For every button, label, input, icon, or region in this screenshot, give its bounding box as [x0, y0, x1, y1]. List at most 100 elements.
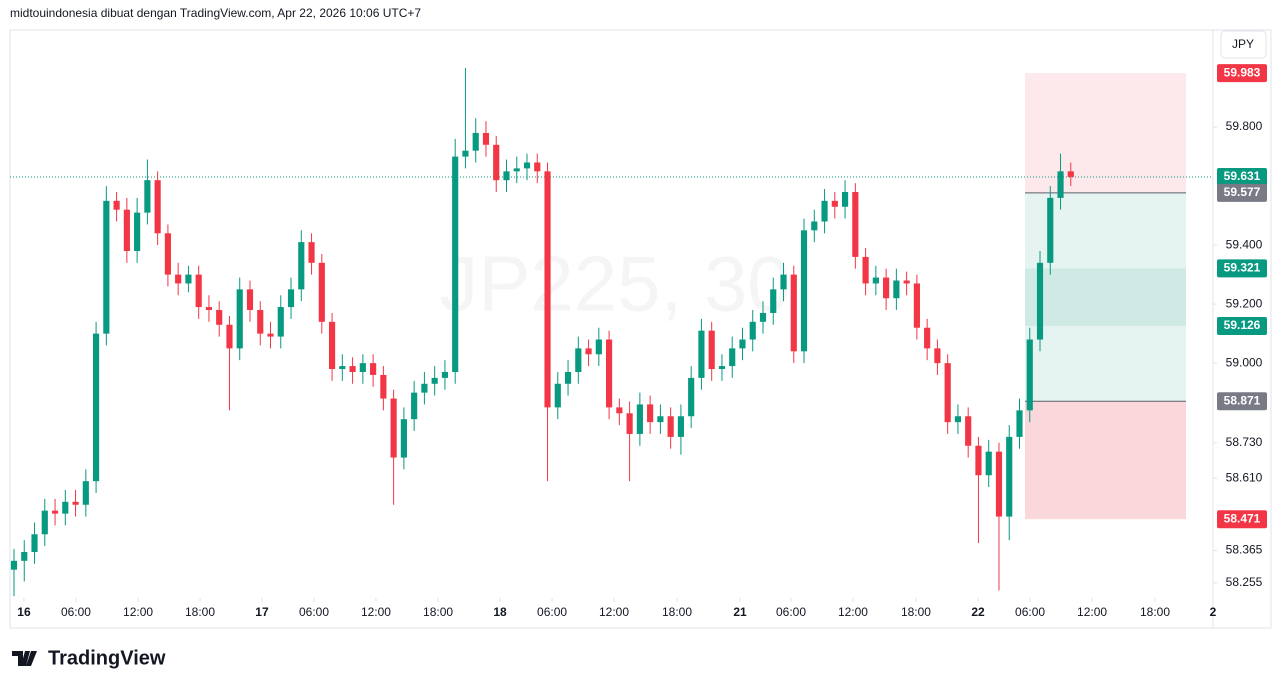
candle-body: [1006, 436, 1013, 517]
price-label: 59.126: [1224, 318, 1261, 332]
candle-body: [298, 242, 305, 290]
currency-button[interactable]: [1220, 30, 1267, 59]
candle-body: [164, 233, 171, 275]
candle-body: [616, 407, 623, 414]
candle-body: [226, 324, 233, 349]
candle-body: [800, 230, 808, 352]
candle-body: [411, 392, 418, 420]
candle-body: [606, 339, 613, 408]
candle-body: [688, 377, 695, 417]
candle-body: [93, 333, 100, 482]
candle-body: [944, 363, 951, 423]
candle-body: [903, 280, 910, 284]
candle-body: [267, 333, 274, 337]
candle-body: [667, 416, 674, 437]
candle-body: [534, 162, 541, 172]
price-label-box: [1217, 64, 1267, 83]
x-tick-label: 12:00: [599, 605, 629, 619]
candle-body: [113, 200, 120, 210]
candle-body: [770, 289, 777, 313]
candle-body: [82, 481, 89, 505]
candle-body: [21, 551, 28, 561]
candle-body: [585, 348, 592, 355]
candle-body: [216, 310, 223, 325]
zone: [1025, 401, 1186, 520]
candle-body: [1067, 171, 1074, 177]
candle-body: [339, 366, 346, 370]
candle-body: [493, 144, 500, 181]
x-tick-label: 16: [17, 605, 31, 619]
y-tick-label: 58.730: [1226, 435, 1263, 449]
candle-body: [759, 312, 767, 322]
watermark: JP225, 30: [439, 240, 790, 328]
zone: [1025, 268, 1186, 326]
candle-body: [821, 200, 828, 222]
candle-body: [718, 366, 726, 370]
candle-body: [72, 501, 79, 505]
candle-body: [636, 404, 643, 434]
brand[interactable]: TradingView: [48, 647, 166, 669]
candle-body: [134, 212, 141, 252]
candle-body: [831, 200, 838, 207]
candle-body: [985, 451, 992, 476]
candle-body: [841, 191, 849, 207]
candle-body: [544, 171, 551, 408]
candle-body: [1047, 197, 1054, 263]
candle-body: [513, 168, 520, 172]
x-tick-label: 22: [971, 605, 985, 619]
logo-icon[interactable]: [12, 651, 37, 666]
candle-body: [359, 363, 366, 372]
x-tick-label: 06:00: [299, 605, 329, 619]
y-tick-label: 59.000: [1226, 355, 1263, 369]
candle-body: [924, 327, 931, 349]
candle-body: [462, 150, 469, 157]
candle-body: [883, 277, 890, 299]
x-tick-label: 18:00: [662, 605, 692, 619]
chart-frame: [9, 29, 1272, 629]
price-label-box: [1217, 510, 1267, 529]
candle-body: [318, 262, 325, 322]
candle-body: [370, 363, 377, 375]
candle-body: [62, 501, 69, 514]
candle-body: [144, 180, 151, 213]
candle-body: [287, 289, 295, 308]
candle-body: [390, 398, 397, 458]
candle-body: [308, 242, 315, 263]
x-tick-label: 12:00: [1077, 605, 1107, 619]
candle-body: [698, 330, 705, 378]
candle-body: [51, 510, 59, 514]
candle-body: [31, 534, 38, 552]
candle-body: [1026, 339, 1033, 411]
candle-body: [780, 274, 787, 290]
candle-body: [452, 156, 459, 372]
candle-body: [103, 200, 110, 334]
zone: [1025, 73, 1186, 193]
candle-body: [626, 413, 633, 434]
candle-body: [1057, 171, 1064, 198]
candle-body: [523, 162, 531, 169]
x-tick-label: 06:00: [61, 605, 91, 619]
candle-body: [277, 307, 284, 337]
candle-body: [739, 339, 746, 349]
currency-label[interactable]: JPY: [1232, 37, 1254, 51]
candle-body: [503, 171, 510, 181]
x-tick-label: 12:00: [123, 605, 153, 619]
candle-body: [421, 383, 428, 393]
x-tick-label: 21: [733, 605, 747, 619]
logo[interactable]: TradingView: [12, 647, 166, 669]
plot: 59.800 59.400 59.200 59.000 58.730 58.610 58.3…: [10, 64, 1267, 619]
candle-body: [893, 280, 900, 299]
candle-body: [852, 191, 859, 257]
candle-body: [965, 416, 972, 446]
candle-body: [195, 274, 202, 308]
y-tick-label: 59.400: [1226, 237, 1263, 251]
candle-body: [975, 445, 982, 476]
candle-body: [328, 321, 336, 370]
candle-body: [400, 419, 407, 458]
price-label-box: [1217, 316, 1267, 335]
candle-body: [236, 289, 243, 349]
candle-body: [175, 274, 182, 284]
x-tick-label: 2: [1210, 605, 1217, 619]
